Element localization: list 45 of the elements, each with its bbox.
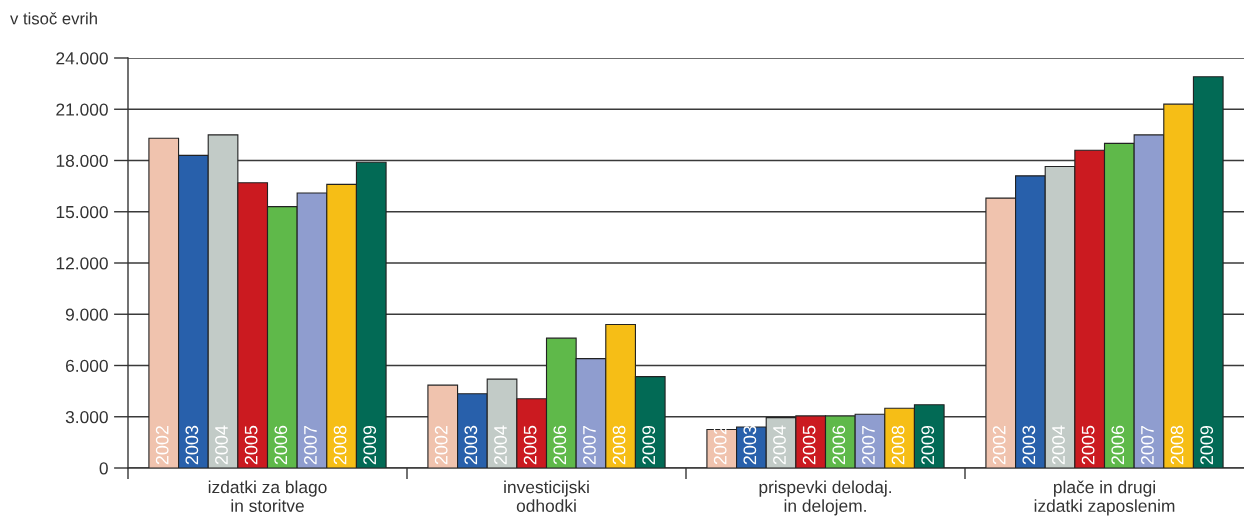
text: 2003 [1022, 425, 1036, 465]
text: 2009 [642, 425, 656, 465]
y-tick-label: 15.000 [56, 205, 108, 219]
series-label: 2005 [244, 425, 258, 465]
series-label: 2008 [333, 425, 347, 465]
y-tick-label: 24.000 [56, 52, 108, 65]
x-tick-label: izdatki za blago in storitve [208, 480, 327, 512]
y-tick-label: 18.000 [56, 154, 108, 167]
text: 2004 [494, 425, 507, 465]
text: 2003 [464, 425, 478, 465]
text: 2006 [1111, 425, 1125, 465]
text: 2002 [992, 425, 1006, 465]
text: 2005 [523, 425, 537, 465]
text: 2009 [921, 425, 935, 465]
text: 2008 [612, 425, 626, 465]
text: 2004 [773, 425, 786, 465]
text: 2007 [583, 425, 596, 465]
y-tick-label: 3.000 [65, 410, 108, 424]
text: 2006 [553, 425, 567, 465]
text: 2002 [434, 425, 448, 465]
x-tick-label: plače in drugi izdatki zaposlenim [1034, 480, 1175, 516]
text: 2009 [1200, 425, 1214, 465]
text: 2008 [891, 425, 905, 465]
x-tick-label: investicijski odhodki [504, 480, 589, 512]
y-tick-label: 6.000 [66, 359, 108, 372]
text: 2007 [862, 425, 875, 465]
text: 2008 [1170, 425, 1184, 465]
series-label: 2007 [304, 425, 317, 465]
series-label: 2004 [215, 425, 228, 465]
text: 2006 [832, 425, 846, 465]
text: 2004 [1052, 425, 1065, 465]
x-tick-label: prispevki delodaj. in delojem. [759, 480, 891, 516]
y-tick-label: 9.000 [65, 308, 108, 321]
series-label: 2006 [274, 425, 288, 465]
series-label: 2009 [363, 425, 377, 465]
text: 2005 [802, 425, 816, 465]
text: 2003 [185, 425, 199, 465]
y-tick-label: 21.000 [56, 103, 108, 116]
y-tick-label: 0 [99, 462, 108, 475]
text: 2002 [155, 425, 169, 465]
series-label: 2003 [743, 425, 757, 465]
text: 2005 [1081, 425, 1095, 465]
y-axis-title: v tisoč evrih [10, 12, 97, 25]
text: 2007 [1141, 425, 1154, 465]
y-tick-label: 12.000 [56, 257, 108, 270]
